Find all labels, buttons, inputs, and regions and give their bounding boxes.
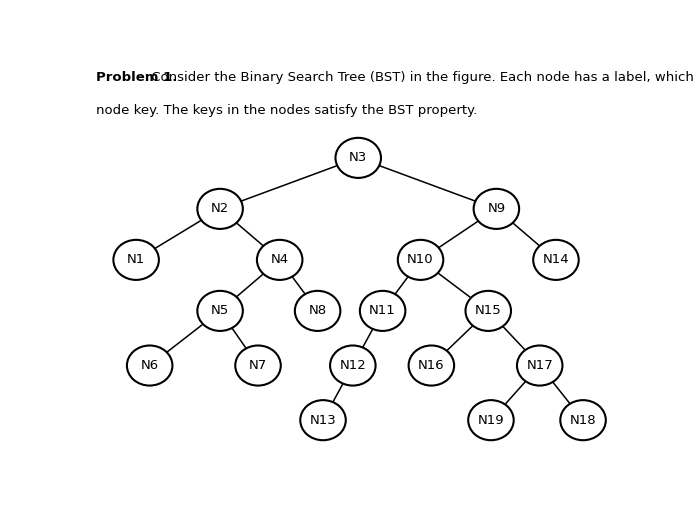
Ellipse shape	[257, 240, 303, 280]
Text: N15: N15	[475, 305, 502, 317]
Text: N2: N2	[211, 202, 229, 215]
Ellipse shape	[533, 240, 579, 280]
Text: N17: N17	[526, 359, 553, 372]
Text: node key. The keys in the nodes satisfy the BST property.: node key. The keys in the nodes satisfy …	[96, 104, 477, 117]
Ellipse shape	[197, 189, 243, 229]
Ellipse shape	[301, 400, 346, 440]
Ellipse shape	[295, 291, 340, 331]
Ellipse shape	[330, 345, 375, 386]
Text: N5: N5	[211, 305, 229, 317]
Text: Problem 1.: Problem 1.	[96, 71, 177, 84]
Text: N18: N18	[570, 414, 596, 427]
Text: N1: N1	[127, 253, 145, 266]
Text: N13: N13	[310, 414, 336, 427]
Text: N8: N8	[308, 305, 326, 317]
Ellipse shape	[561, 400, 606, 440]
Text: N14: N14	[542, 253, 569, 266]
Ellipse shape	[236, 345, 281, 386]
Text: N4: N4	[271, 253, 289, 266]
Ellipse shape	[113, 240, 159, 280]
Text: N19: N19	[477, 414, 504, 427]
Ellipse shape	[398, 240, 443, 280]
Text: N6: N6	[140, 359, 159, 372]
Text: Consider the Binary Search Tree (BST) in the figure. Each node has a label, whic: Consider the Binary Search Tree (BST) in…	[96, 71, 699, 84]
Ellipse shape	[468, 400, 514, 440]
Ellipse shape	[474, 189, 519, 229]
Text: N12: N12	[340, 359, 366, 372]
Text: N10: N10	[408, 253, 434, 266]
Ellipse shape	[127, 345, 173, 386]
Text: N11: N11	[369, 305, 396, 317]
Ellipse shape	[360, 291, 405, 331]
Text: N7: N7	[249, 359, 267, 372]
Text: N3: N3	[349, 151, 368, 165]
Text: N9: N9	[487, 202, 505, 215]
Ellipse shape	[409, 345, 454, 386]
Ellipse shape	[336, 138, 381, 178]
Ellipse shape	[197, 291, 243, 331]
Ellipse shape	[466, 291, 511, 331]
Text: N16: N16	[418, 359, 445, 372]
Ellipse shape	[517, 345, 563, 386]
